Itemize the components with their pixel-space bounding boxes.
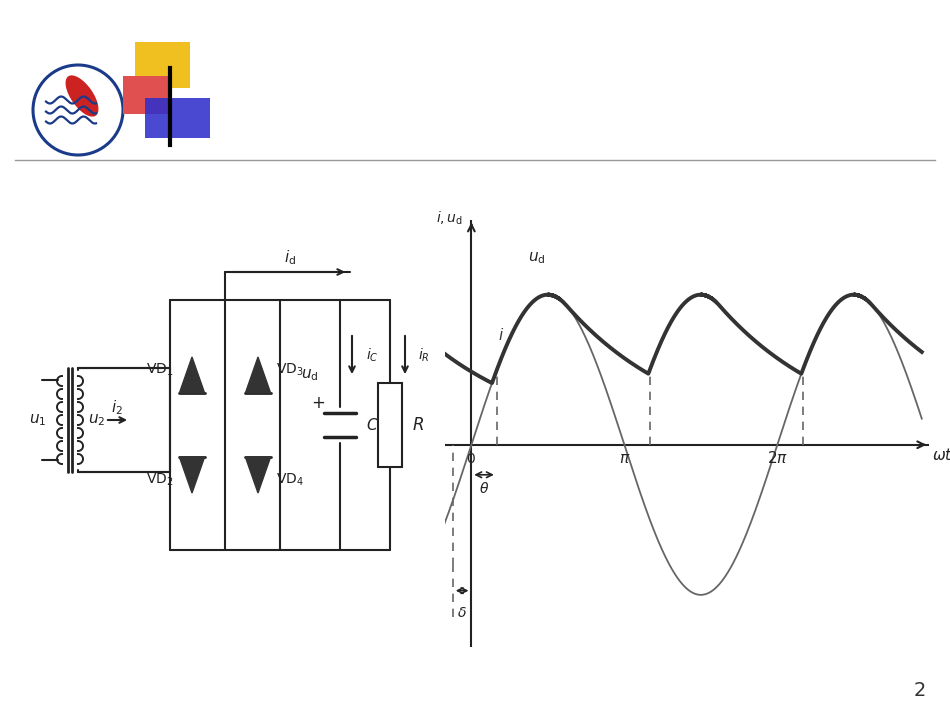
Ellipse shape [66,76,99,117]
Text: $0$: $0$ [466,452,476,466]
Bar [135,42,190,88]
Text: $u_2$: $u_2$ [88,412,105,428]
Text: $i_R$: $i_R$ [418,347,429,364]
Text: $\mathrm{VD}_4$: $\mathrm{VD}_4$ [276,472,304,488]
Text: $i_2$: $i_2$ [111,399,123,417]
Text: $i_C$: $i_C$ [366,347,379,364]
Text: $C$: $C$ [366,417,379,433]
Text: $\mathrm{VD}_2$: $\mathrm{VD}_2$ [146,472,174,488]
Text: $u_\mathrm{d}$: $u_\mathrm{d}$ [301,367,319,383]
Text: $i_\mathrm{d}$: $i_\mathrm{d}$ [284,249,296,267]
Text: $i,u_\mathrm{d}$: $i,u_\mathrm{d}$ [435,210,463,227]
Polygon shape [245,457,271,493]
Text: $\omega t$: $\omega t$ [932,447,950,463]
Text: $R$: $R$ [412,416,424,434]
Polygon shape [180,357,204,393]
Polygon shape [180,457,204,493]
Bar [145,98,210,138]
Polygon shape [245,357,271,393]
Text: +: + [311,394,325,412]
Text: $i$: $i$ [498,327,504,343]
Text: $\mathrm{VD}_3$: $\mathrm{VD}_3$ [276,361,304,378]
Bar [123,76,169,114]
Text: $\pi$: $\pi$ [618,451,630,466]
Text: $2\pi$: $2\pi$ [767,450,788,466]
Bar [378,383,402,467]
Text: 2: 2 [914,680,926,699]
Text: $u_\mathrm{d}$: $u_\mathrm{d}$ [528,251,546,267]
Text: $\theta$: $\theta$ [479,481,489,496]
Text: $u_1$: $u_1$ [29,412,47,428]
Text: $\delta$: $\delta$ [457,606,467,620]
Text: $\mathrm{VD}_1$: $\mathrm{VD}_1$ [146,361,174,378]
